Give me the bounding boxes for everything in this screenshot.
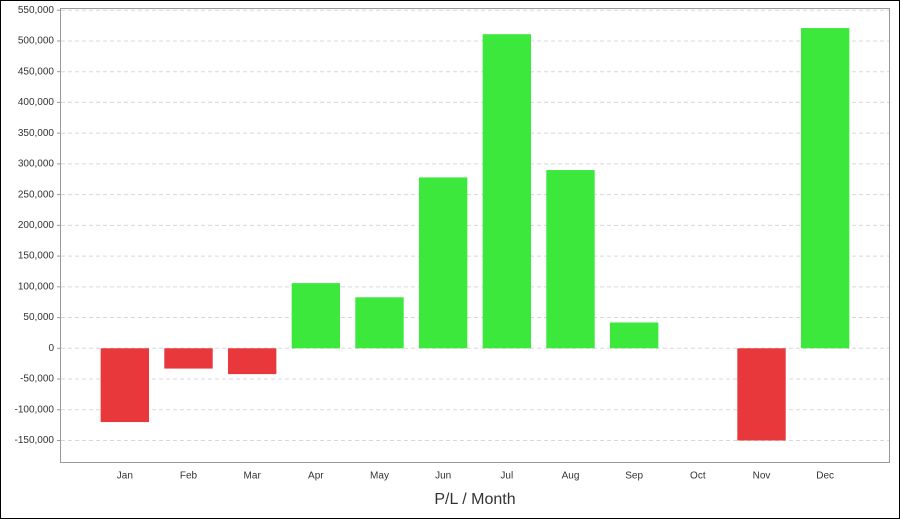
x-tick-label: Mar bbox=[244, 471, 262, 482]
bar bbox=[355, 297, 404, 349]
y-tick-label: 350,000 bbox=[18, 128, 55, 139]
y-tick-label: 550,000 bbox=[18, 5, 55, 16]
bar bbox=[418, 177, 468, 349]
x-tick-label: Feb bbox=[180, 471, 198, 482]
bar bbox=[100, 348, 150, 423]
bar bbox=[546, 170, 595, 349]
y-tick-label: 50,000 bbox=[23, 312, 54, 323]
x-tick-label: Jun bbox=[435, 471, 451, 482]
y-tick-label: 400,000 bbox=[18, 97, 55, 108]
x-tick-label: Jul bbox=[500, 471, 513, 482]
y-tick-label: 450,000 bbox=[18, 66, 55, 77]
x-tick-label: Nov bbox=[753, 471, 771, 482]
x-axis-label: P/L / Month bbox=[434, 491, 515, 508]
y-tick-label: 300,000 bbox=[18, 159, 55, 170]
y-tick-label: -50,000 bbox=[20, 374, 54, 385]
x-tick-label: Dec bbox=[816, 471, 834, 482]
bar bbox=[164, 348, 213, 369]
x-tick-label: Aug bbox=[562, 471, 580, 482]
y-tick-label: 0 bbox=[48, 343, 54, 354]
bar bbox=[800, 28, 850, 349]
y-tick-label: 150,000 bbox=[18, 251, 55, 262]
y-tick-label: 200,000 bbox=[18, 220, 55, 231]
y-tick-label: 500,000 bbox=[18, 36, 55, 47]
x-tick-label: May bbox=[370, 471, 389, 482]
bar bbox=[227, 348, 277, 375]
bar bbox=[291, 283, 341, 349]
y-tick-label: 250,000 bbox=[18, 189, 55, 200]
y-tick-label: 100,000 bbox=[18, 281, 55, 292]
bar bbox=[482, 34, 532, 349]
x-tick-label: Jan bbox=[117, 471, 133, 482]
x-tick-label: Sep bbox=[625, 471, 643, 482]
x-tick-label: Apr bbox=[308, 471, 324, 482]
y-tick-label: -150,000 bbox=[15, 435, 55, 446]
bar bbox=[609, 322, 659, 349]
x-tick-label: Oct bbox=[690, 471, 706, 482]
bar bbox=[737, 348, 786, 441]
y-tick-label: -100,000 bbox=[15, 404, 55, 415]
